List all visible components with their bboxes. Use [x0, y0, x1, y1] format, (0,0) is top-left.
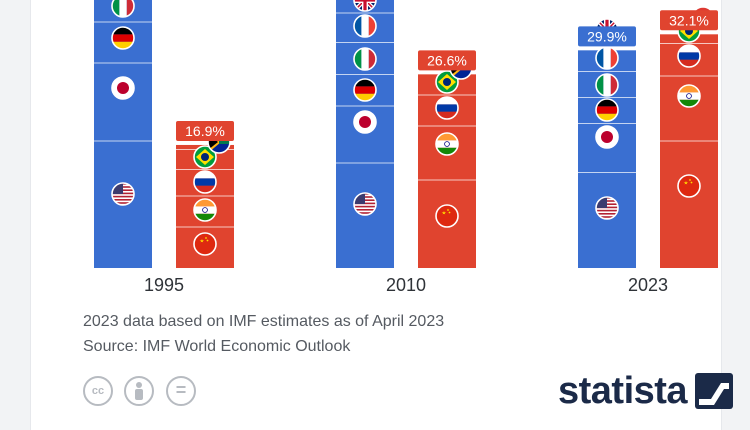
value-label-text: 29.9%: [587, 28, 627, 44]
flag-usa-icon: [353, 192, 377, 216]
flag-india-icon: [677, 84, 701, 108]
flag-brazil-icon: [435, 70, 459, 94]
value-label-brics-1995: 16.9%: [176, 120, 234, 141]
flag-france-icon: [595, 46, 619, 70]
flag-russia-icon: [677, 44, 701, 68]
value-label-brics-2023: 32.1%: [660, 10, 718, 31]
statista-mark-icon: [695, 373, 734, 409]
footnote-source: Source: IMF World Economic Outlook: [83, 338, 351, 355]
flag-russia-icon: [193, 170, 217, 194]
flag-germany-icon: [353, 78, 377, 102]
flag-china-icon: [677, 174, 701, 198]
bar-g7-2010: [336, 0, 394, 268]
flag-germany-icon: [111, 26, 135, 50]
flag-india-icon: [435, 132, 459, 156]
bar-chart: 16.9% 1995 26.6% 2010 29.9% 32.1% 2023: [94, 0, 718, 295]
footnote-data-basis: 2023 data based on IMF estimates as of A…: [83, 313, 445, 330]
flag-germany-icon: [595, 98, 619, 122]
no-derivatives-icon[interactable]: =: [166, 376, 196, 406]
creative-commons-icon[interactable]: cc: [83, 376, 113, 406]
attribution-body-shape: [135, 389, 143, 400]
flag-china-icon: [193, 232, 217, 256]
flag-russia-icon: [435, 96, 459, 120]
value-label-text: 16.9%: [185, 123, 225, 139]
chart-card: 16.9% 1995 26.6% 2010 29.9% 32.1% 2023 2023 da…: [30, 0, 734, 430]
flag-brazil-icon: [193, 145, 217, 169]
flag-japan-icon: [353, 110, 377, 134]
statista-logo[interactable]: statista: [558, 368, 734, 414]
attribution-icon[interactable]: [124, 376, 154, 406]
x-tick-label-2023: 2023: [628, 275, 668, 295]
flag-japan-icon: [111, 76, 135, 100]
flag-india-icon: [193, 198, 217, 222]
x-tick-label-1995: 1995: [144, 275, 184, 295]
value-label-text: 26.6%: [427, 52, 467, 68]
flag-france-icon: [353, 14, 377, 38]
value-label-text: 32.1%: [669, 12, 709, 28]
bar-brics-2023: [660, 34, 718, 269]
flag-japan-icon: [595, 125, 619, 149]
x-tick-label-2010: 2010: [386, 275, 426, 295]
value-label-brics-2010: 26.6%: [418, 50, 476, 71]
attribution-head-shape: [136, 382, 142, 388]
flag-uk-icon: [353, 0, 377, 12]
value-label-g7-2023: 29.9%: [578, 26, 636, 47]
flag-usa-icon: [111, 182, 135, 206]
flag-italy-icon: [595, 73, 619, 97]
flag-italy-icon: [111, 0, 135, 18]
flag-italy-icon: [353, 47, 377, 71]
flag-china-icon: [435, 204, 459, 228]
statista-wordmark: statista: [558, 369, 688, 412]
flag-usa-icon: [595, 196, 619, 220]
